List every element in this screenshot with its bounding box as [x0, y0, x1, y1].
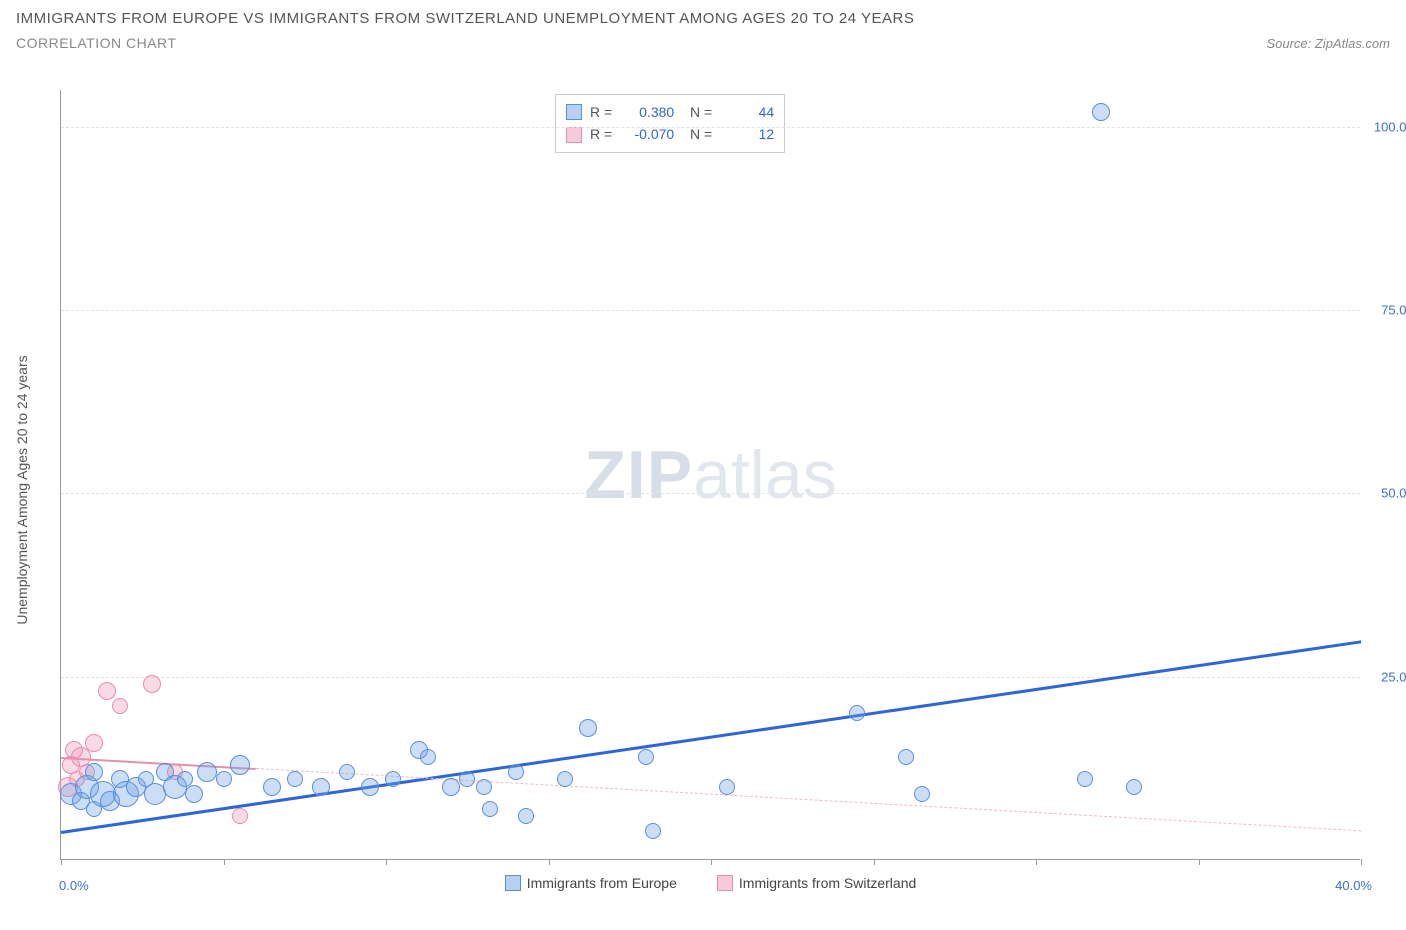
y-axis-label: Unemployment Among Ages 20 to 24 years — [14, 355, 30, 624]
n-value: 44 — [720, 101, 774, 123]
x-tick — [711, 859, 712, 865]
legend-item: Immigrants from Europe — [505, 875, 677, 891]
x-tick — [386, 859, 387, 865]
europe-point — [1077, 771, 1093, 787]
europe-point — [898, 749, 914, 765]
legend-label: Immigrants from Europe — [527, 875, 677, 891]
europe-point — [263, 778, 281, 796]
europe-point — [339, 764, 355, 780]
y-tick-label: 100.0% — [1374, 119, 1406, 134]
europe-point — [312, 778, 330, 796]
europe-point — [185, 785, 203, 803]
plot-area: ZIPatlas R =0.380 N =44R =-0.070 N =12 I… — [60, 90, 1360, 860]
trend-line — [61, 640, 1361, 834]
europe-point — [645, 823, 661, 839]
r-value: 0.380 — [620, 101, 674, 123]
europe-point — [508, 764, 524, 780]
europe-point — [420, 749, 436, 765]
europe-point — [719, 779, 735, 795]
switzerland-point — [232, 808, 248, 824]
n-label: N = — [682, 101, 712, 123]
legend-swatch — [505, 875, 521, 891]
switzerland-point — [143, 675, 161, 693]
europe-point — [216, 771, 232, 787]
x-axis-max-label: 40.0% — [1335, 878, 1372, 893]
europe-point — [1092, 103, 1110, 121]
correlation-box: R =0.380 N =44R =-0.070 N =12 — [555, 94, 785, 153]
europe-point — [361, 778, 379, 796]
legend-swatch — [566, 127, 582, 143]
x-tick — [1361, 859, 1362, 865]
gridline — [61, 310, 1360, 311]
legend: Immigrants from Europe Immigrants from Sw… — [61, 875, 1360, 891]
y-tick-label: 50.0% — [1381, 486, 1406, 501]
x-tick — [1036, 859, 1037, 865]
x-tick — [874, 859, 875, 865]
europe-point — [459, 771, 475, 787]
europe-point — [638, 749, 654, 765]
europe-point — [579, 719, 597, 737]
legend-swatch — [566, 104, 582, 120]
switzerland-point — [112, 698, 128, 714]
europe-point — [476, 779, 492, 795]
switzerland-point — [98, 682, 116, 700]
x-tick — [224, 859, 225, 865]
europe-point — [197, 762, 217, 782]
europe-point — [385, 771, 401, 787]
gridline — [61, 127, 1360, 128]
legend-item: Immigrants from Switzerland — [717, 875, 916, 891]
legend-label: Immigrants from Switzerland — [739, 875, 916, 891]
y-tick-label: 25.0% — [1381, 669, 1406, 684]
x-tick — [1199, 859, 1200, 865]
trend-line — [256, 768, 1361, 831]
legend-swatch — [717, 875, 733, 891]
correlation-row: R = 0.380 N = 44 — [566, 101, 774, 123]
europe-point — [557, 771, 573, 787]
chart-container: Unemployment Among Ages 20 to 24 years Z… — [32, 90, 1390, 890]
r-label: R = — [590, 101, 612, 123]
switzerland-point — [85, 734, 103, 752]
europe-point — [518, 808, 534, 824]
europe-point — [1126, 779, 1142, 795]
europe-point — [230, 755, 250, 775]
chart-title: IMMIGRANTS FROM EUROPE VS IMMIGRANTS FRO… — [16, 10, 1390, 27]
europe-point — [482, 801, 498, 817]
europe-point — [287, 771, 303, 787]
europe-point — [914, 786, 930, 802]
source-attribution: Source: ZipAtlas.com — [1266, 36, 1390, 51]
gridline — [61, 493, 1360, 494]
x-axis-min-label: 0.0% — [59, 878, 89, 893]
gridline — [61, 677, 1360, 678]
y-tick-label: 75.0% — [1381, 303, 1406, 318]
europe-point — [85, 763, 103, 781]
chart-subtitle: CORRELATION CHART — [16, 35, 176, 51]
x-tick — [549, 859, 550, 865]
europe-point — [442, 778, 460, 796]
europe-point — [849, 705, 865, 721]
x-tick — [61, 859, 62, 865]
watermark: ZIPatlas — [584, 436, 836, 514]
